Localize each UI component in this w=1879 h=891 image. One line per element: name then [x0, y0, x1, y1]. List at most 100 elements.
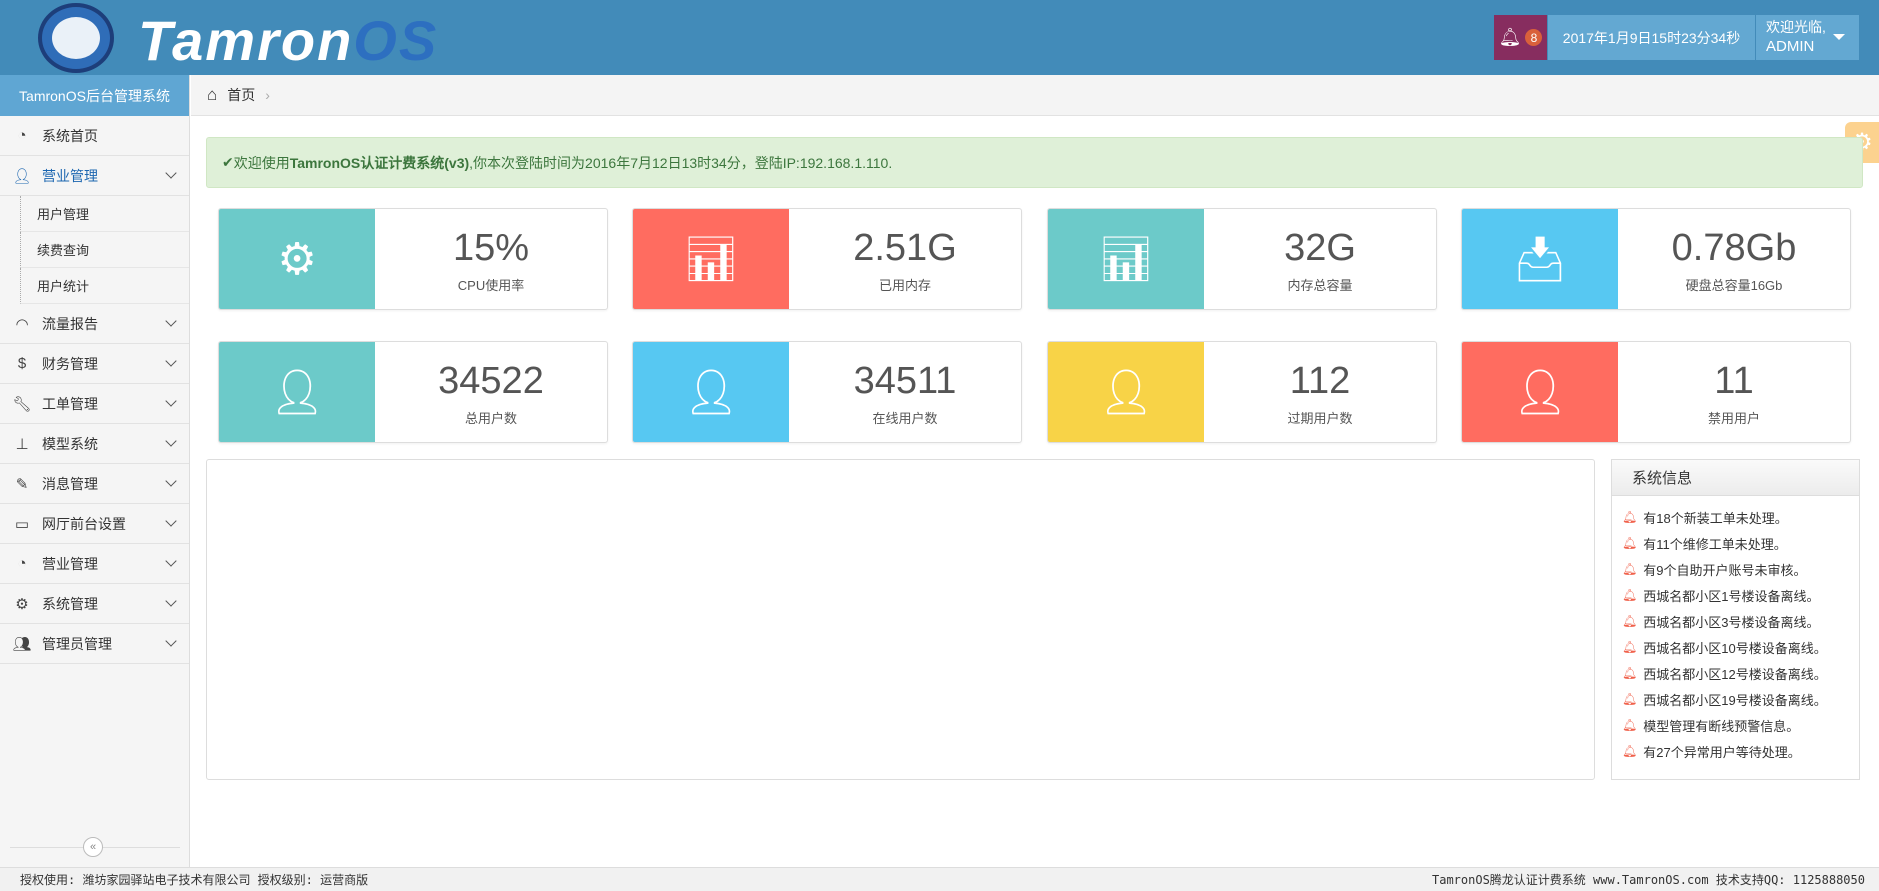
bell-icon: 🔔︎: [1622, 588, 1638, 602]
edit-icon: ✎: [15, 475, 29, 493]
sidebar-item-label: 网厅前台设置: [42, 515, 126, 532]
stat-card: 📊︎ 2.51G 已用内存: [632, 208, 1022, 310]
sidebar-subitem[interactable]: 用户管理: [20, 196, 189, 232]
sidebar-subitem[interactable]: 续费查询: [20, 232, 189, 268]
sidebar-item[interactable]: ⊥ 模型系统: [0, 424, 189, 464]
stat-label: 硬盘总容量16Gb: [1685, 278, 1783, 293]
breadcrumb: ⌂ 首页 ›: [191, 75, 1879, 116]
info-item[interactable]: 🔔︎ 西城名都小区3号楼设备离线。: [1622, 608, 1859, 634]
sidebar-item-label: 流量报告: [42, 315, 98, 332]
sidebar-item-label: 系统首页: [42, 127, 98, 144]
footer-license: 授权使用: 潍坊家园驿站电子技术有限公司 授权级别: 运营商版: [20, 873, 369, 887]
sidebar-item[interactable]: ◔ 营业管理: [0, 544, 189, 584]
sidebar-item[interactable]: ✎ 消息管理: [0, 464, 189, 504]
sidebar-item-label: 模型系统: [42, 435, 98, 452]
sidebar-subitem[interactable]: 用户统计: [20, 268, 189, 304]
chart-panel: [206, 459, 1595, 780]
info-item[interactable]: 🔔︎ 西城名都小区19号楼设备离线。: [1622, 686, 1859, 712]
alert-text-post: ,你本次登陆时间为2016年7月12日13时34分，登陆IP:192.168.1…: [469, 154, 893, 171]
sidebar-item-label: 营业管理: [42, 555, 98, 572]
user-icon: 👤︎: [633, 342, 789, 442]
top-header: TamronOS 🔔︎ 8 2017年1月9日15时23分34秒 欢迎光临, ADM…: [0, 0, 1879, 75]
bell-icon: 🔔︎: [1622, 640, 1638, 654]
users-icon: 👥︎: [12, 635, 32, 653]
welcome-text: 欢迎光临,: [1766, 19, 1826, 35]
sidebar-item[interactable]: ◠ 流量报告: [0, 304, 189, 344]
sidebar-item-label: 管理员管理: [42, 635, 112, 652]
info-item[interactable]: 🔔︎ 西城名都小区12号楼设备离线。: [1622, 660, 1859, 686]
sidebar-title: TamronOS后台管理系统: [0, 75, 189, 116]
info-item-text: 模型管理有断线预警信息。: [1643, 718, 1800, 734]
username: ADMIN: [1766, 38, 1815, 55]
logo-text: TamronOS: [138, 8, 438, 73]
bell-icon: 🔔︎: [1622, 666, 1638, 680]
stat-card: 👤︎ 11 禁用用户: [1461, 341, 1851, 443]
sidebar-item[interactable]: ▭ 网厅前台设置: [0, 504, 189, 544]
stat-label: 过期用户数: [1287, 411, 1353, 426]
stat-label: 总用户数: [464, 411, 517, 426]
gears-icon: ⚙: [219, 209, 375, 309]
alert-system-name: TamronOS认证计费系统(v3): [289, 154, 470, 171]
stat-label: CPU使用率: [457, 278, 525, 293]
sidebar-item-label: 消息管理: [42, 475, 98, 492]
info-item[interactable]: 🔔︎ 有11个维修工单未处理。: [1622, 530, 1859, 556]
info-item-text: 西城名都小区10号楼设备离线。: [1643, 640, 1827, 656]
logo-text-a: Tamron: [138, 9, 354, 72]
info-item-text: 西城名都小区12号楼设备离线。: [1643, 666, 1827, 682]
notifications-button[interactable]: 🔔︎ 8: [1494, 15, 1547, 60]
sidebar: TamronOS后台管理系统 ◔ 系统首页 👤︎ 营业管理 用户管理 续费查询 用户统计 ◠ 流…: [0, 75, 190, 867]
chevron-down-icon: [165, 555, 177, 567]
info-item[interactable]: 🔔︎ 西城名都小区1号楼设备离线。: [1622, 582, 1859, 608]
info-item-text: 有27个异常用户等待处理。: [1643, 744, 1801, 760]
sidebar-item-label: 系统管理: [42, 595, 98, 612]
bell-icon: 🔔︎: [1622, 718, 1638, 732]
info-item[interactable]: 🔔︎ 西城名都小区10号楼设备离线。: [1622, 634, 1859, 660]
sidebar-item[interactable]: ◔ 系统首页: [0, 116, 189, 156]
gears-icon: ⚙: [15, 595, 29, 613]
info-item[interactable]: 🔔︎ 有9个自助开户账号未审核。: [1622, 556, 1859, 582]
sidebar-item[interactable]: 🔧︎ 工单管理: [0, 384, 189, 424]
stat-value: 112: [1289, 360, 1351, 402]
system-info-title: 系统信息: [1612, 460, 1859, 496]
stat-label: 在线用户数: [872, 411, 938, 426]
sidebar-item[interactable]: $ 财务管理: [0, 344, 189, 384]
chevron-down-icon: [165, 167, 177, 179]
sidebar-item[interactable]: ⚙ 系统管理: [0, 584, 189, 624]
inbox-icon: 📥︎: [1462, 209, 1618, 309]
chevron-down-icon: [165, 395, 177, 407]
chevron-down-icon: [165, 635, 177, 647]
chevron-right-icon: ›: [265, 87, 270, 103]
stat-value: 34522: [438, 360, 544, 402]
home-icon[interactable]: ⌂: [207, 85, 218, 104]
user-icon: 👤︎: [1048, 342, 1204, 442]
info-item-text: 西城名都小区19号楼设备离线。: [1643, 692, 1827, 708]
chevron-down-icon: [165, 315, 177, 327]
caret-down-icon: [1833, 34, 1845, 40]
sidebar-item-label: 财务管理: [42, 355, 98, 372]
stat-card: 📥︎ 0.78Gb 硬盘总容量16Gb: [1461, 208, 1851, 310]
breadcrumb-home[interactable]: 首页: [227, 87, 256, 103]
bell-icon: 🔔︎: [1622, 744, 1638, 758]
stat-card: 👤︎ 34522 总用户数: [218, 341, 608, 443]
sidebar-item[interactable]: 👤︎ 营业管理: [0, 156, 189, 196]
sitemap-icon: ⊥: [15, 435, 29, 453]
info-item[interactable]: 🔔︎ 模型管理有断线预警信息。: [1622, 712, 1859, 738]
stat-card: 👤︎ 34511 在线用户数: [632, 341, 1022, 443]
footer-support: TamronOS腾龙认证计费系统 www.TamronOS.com 技术支持QQ…: [1432, 873, 1865, 887]
info-item-text: 有18个新装工单未处理。: [1643, 510, 1788, 526]
info-item[interactable]: 🔔︎ 有27个异常用户等待处理。: [1622, 738, 1859, 764]
stat-card: ⚙ 15% CPU使用率: [218, 208, 608, 310]
chevron-down-icon: [165, 355, 177, 367]
stat-value: 15%: [452, 227, 530, 269]
check-icon: ✔: [222, 154, 234, 170]
stat-value: 11: [1714, 360, 1754, 402]
bell-icon: 🔔︎: [1622, 692, 1638, 706]
collapse-sidebar-button[interactable]: «: [83, 837, 103, 857]
stat-value: 0.78Gb: [1671, 227, 1797, 269]
user-menu[interactable]: 欢迎光临, ADMIN: [1756, 15, 1859, 60]
info-item[interactable]: 🔔︎ 有18个新装工单未处理。: [1622, 504, 1859, 530]
stat-label: 已用内存: [878, 278, 931, 293]
sidebar-item[interactable]: 👥︎ 管理员管理: [0, 624, 189, 664]
welcome-alert: ✔ 欢迎使用 TamronOS认证计费系统(v3) ,你本次登陆时间为2016年7月1…: [206, 137, 1863, 188]
user-icon: 👤︎: [12, 167, 32, 185]
